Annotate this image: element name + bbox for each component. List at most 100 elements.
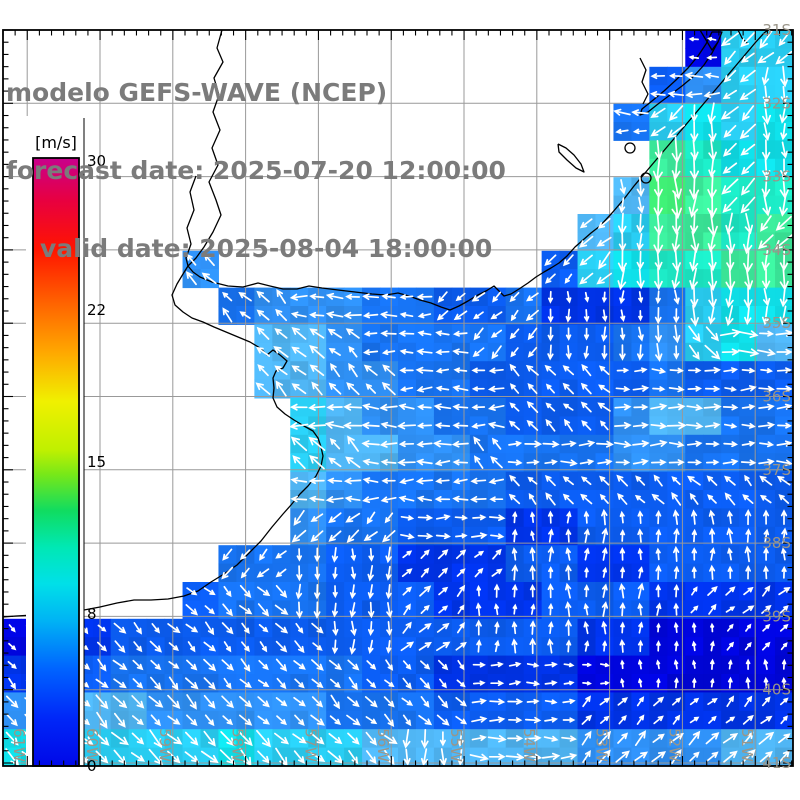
direction-arrow xyxy=(637,659,643,670)
direction-arrow xyxy=(290,436,308,452)
direction-arrow xyxy=(708,509,715,525)
direction-arrow xyxy=(526,459,540,465)
direction-arrow xyxy=(420,728,429,749)
direction-arrow xyxy=(690,605,699,614)
direction-arrow xyxy=(707,231,716,253)
direction-arrow xyxy=(457,604,465,615)
direction-arrow xyxy=(456,584,466,597)
direction-arrow xyxy=(727,676,733,689)
direction-arrow xyxy=(417,514,434,521)
direction-arrow xyxy=(361,440,380,448)
direction-arrow xyxy=(725,716,736,724)
direction-arrow xyxy=(508,440,523,447)
direction-arrow xyxy=(706,55,718,60)
direction-arrow xyxy=(745,565,752,580)
direction-arrow xyxy=(744,695,753,708)
direction-arrow xyxy=(350,548,357,562)
direction-arrow xyxy=(439,731,446,747)
direction-arrow xyxy=(649,91,666,98)
direction-arrow xyxy=(544,364,557,376)
direction-arrow xyxy=(706,475,718,486)
direction-arrow xyxy=(343,311,362,319)
direction-arrow xyxy=(221,566,234,580)
direction-arrow xyxy=(476,639,482,653)
direction-arrow xyxy=(130,752,146,762)
direction-arrow xyxy=(638,566,644,579)
direction-arrow xyxy=(738,330,759,339)
direction-arrow xyxy=(401,568,413,578)
direction-arrow xyxy=(452,478,468,485)
direction-arrow xyxy=(330,694,340,710)
direction-arrow xyxy=(579,254,593,266)
direction-arrow xyxy=(348,750,359,765)
direction-arrow xyxy=(293,696,306,707)
direction-arrow xyxy=(707,102,716,125)
direction-arrow xyxy=(708,249,717,272)
direction-arrow xyxy=(779,102,788,124)
direction-arrow xyxy=(615,459,631,466)
direction-arrow xyxy=(527,476,538,485)
direction-arrow xyxy=(386,602,393,619)
direction-arrow xyxy=(761,175,771,199)
direction-arrow xyxy=(671,157,681,180)
direction-arrow xyxy=(309,328,325,339)
direction-arrow xyxy=(203,587,216,596)
direction-arrow xyxy=(489,716,506,723)
direction-arrow xyxy=(617,267,627,291)
direction-arrow xyxy=(511,564,519,581)
direction-arrow xyxy=(530,603,536,615)
direction-arrow xyxy=(727,510,733,525)
direction-arrow xyxy=(457,748,465,766)
direction-arrow xyxy=(380,421,397,429)
direction-arrow xyxy=(637,196,645,214)
direction-arrow xyxy=(239,584,252,598)
direction-arrow xyxy=(204,605,215,615)
direction-arrow xyxy=(487,735,507,743)
direction-arrow xyxy=(778,733,791,744)
direction-arrow xyxy=(671,748,682,764)
direction-arrow xyxy=(547,344,554,361)
direction-arrow xyxy=(759,494,772,504)
direction-arrow xyxy=(668,385,685,393)
direction-arrow xyxy=(692,677,697,688)
direction-arrow xyxy=(168,642,180,651)
direction-arrow xyxy=(398,440,415,448)
direction-arrow xyxy=(710,622,715,633)
direction-arrow xyxy=(456,568,466,577)
direction-arrow xyxy=(494,603,500,616)
direction-arrow xyxy=(761,249,770,272)
direction-arrow xyxy=(402,621,412,634)
direction-arrow xyxy=(331,547,339,563)
direction-arrow xyxy=(708,603,717,615)
direction-arrow xyxy=(545,383,555,394)
direction-arrow xyxy=(416,458,433,466)
direction-arrow xyxy=(368,547,375,562)
direction-arrow xyxy=(257,696,270,708)
direction-arrow xyxy=(720,32,739,47)
direction-arrow xyxy=(581,730,592,746)
direction-arrow xyxy=(707,698,718,706)
direction-arrow xyxy=(420,696,430,708)
direction-arrow xyxy=(544,273,556,284)
direction-arrow xyxy=(326,404,343,411)
direction-arrow xyxy=(779,623,789,632)
direction-arrow xyxy=(545,402,556,412)
direction-arrow xyxy=(385,565,392,581)
direction-arrow xyxy=(614,403,632,411)
direction-arrow xyxy=(487,385,505,393)
direction-arrow xyxy=(487,404,505,411)
direction-arrow xyxy=(762,585,771,597)
direction-arrow xyxy=(488,514,506,522)
direction-arrow xyxy=(365,383,377,394)
direction-arrow xyxy=(525,309,539,321)
direction-arrow xyxy=(544,716,559,723)
direction-arrow xyxy=(563,662,575,668)
direction-arrow xyxy=(471,734,487,742)
direction-arrow xyxy=(509,383,520,394)
direction-arrow xyxy=(741,404,756,410)
direction-arrow xyxy=(328,382,342,395)
direction-arrow xyxy=(744,545,752,563)
direction-arrow xyxy=(758,458,775,466)
direction-arrow xyxy=(757,52,775,64)
direction-arrow xyxy=(615,750,630,763)
